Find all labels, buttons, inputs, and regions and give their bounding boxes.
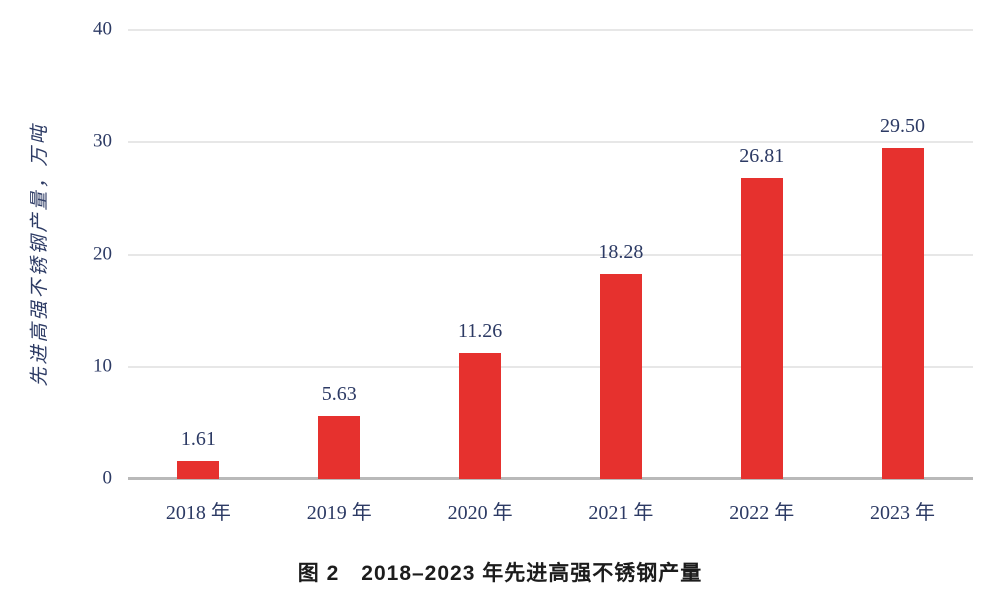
bar bbox=[318, 415, 361, 479]
bar-value-label: 5.63 bbox=[321, 382, 357, 405]
y-tick-label-20: 20 bbox=[93, 243, 112, 265]
gridline-20 bbox=[128, 253, 973, 256]
y-tick-label-40: 40 bbox=[93, 18, 112, 40]
y-tick-label-0: 0 bbox=[102, 467, 113, 489]
bar-group-2019年: 5.63 bbox=[269, 30, 410, 479]
bar-value-label: 26.81 bbox=[739, 145, 785, 168]
plot-area: 1.61 5.63 11.26 18.28 26.81 29.50 bbox=[128, 29, 973, 480]
bar-value-label: 11.26 bbox=[457, 319, 503, 342]
bar-group-2023年: 29.50 bbox=[832, 30, 973, 479]
gridline-30 bbox=[128, 141, 973, 144]
bar-value-label: 1.61 bbox=[180, 427, 216, 450]
x-axis-label: 2021 年 bbox=[588, 502, 654, 524]
bar bbox=[459, 352, 502, 479]
bar bbox=[881, 147, 924, 479]
bar bbox=[740, 178, 783, 479]
x-axis-label: 2020 年 bbox=[447, 502, 513, 524]
figure-caption: 图 2 2018–2023 年先进高强不锈钢产量 bbox=[297, 562, 703, 585]
bar-group-2018年: 1.61 bbox=[128, 30, 269, 479]
bar-group-2020年: 11.26 bbox=[410, 30, 551, 479]
bar-value-label: 18.28 bbox=[598, 240, 644, 263]
x-axis-label: 2018 年 bbox=[165, 502, 231, 524]
y-tick-label-30: 30 bbox=[93, 130, 112, 152]
x-axis-label: 2022 年 bbox=[729, 502, 795, 524]
y-axis-tick-labels: 0 10 20 30 40 bbox=[0, 19, 112, 489]
bar-value-label: 29.50 bbox=[880, 114, 926, 137]
x-axis-labels: 2018 年 2019 年 2020 年 2021 年 2022 年 2023 年 bbox=[128, 496, 973, 525]
x-axis-baseline bbox=[128, 477, 973, 480]
y-tick-label-10: 10 bbox=[93, 355, 112, 377]
bars-container: 1.61 5.63 11.26 18.28 26.81 29.50 bbox=[128, 30, 973, 479]
gridline-10 bbox=[128, 365, 973, 368]
bar bbox=[599, 273, 642, 479]
x-axis-label: 2023 年 bbox=[870, 502, 936, 524]
gridline-40 bbox=[128, 29, 973, 31]
bar-group-2021年: 18.28 bbox=[550, 30, 691, 479]
x-axis-label: 2019 年 bbox=[306, 502, 372, 524]
bar bbox=[177, 460, 220, 479]
bar-group-2022年: 26.81 bbox=[691, 30, 832, 479]
